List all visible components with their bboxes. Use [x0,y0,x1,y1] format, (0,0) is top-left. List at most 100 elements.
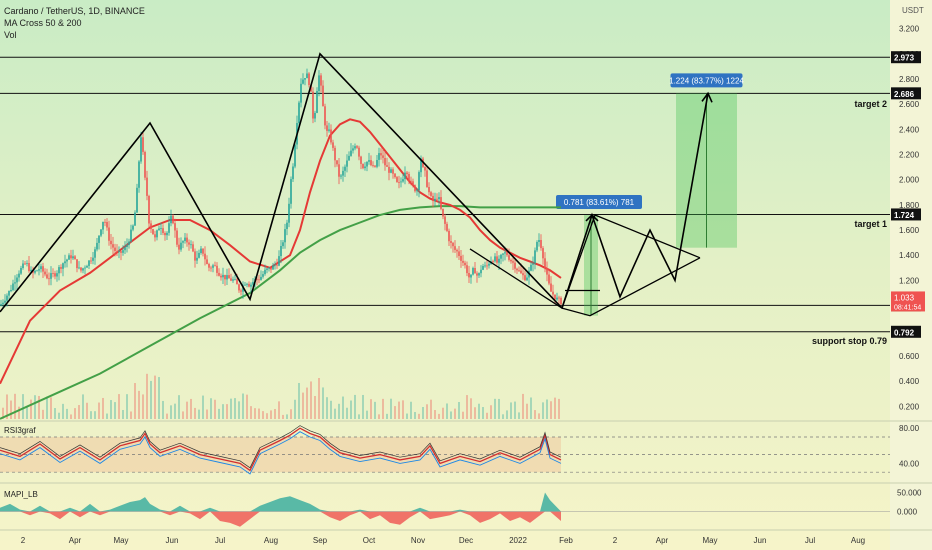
candle-body [386,165,388,167]
candle-body [212,265,214,268]
candle-body [370,160,372,166]
candle-body [206,259,208,264]
candle-body [550,283,552,292]
volume-bar [274,408,276,419]
candle-countdown: 08:41:54 [894,304,921,311]
candle-body [140,137,142,162]
zigzag-pattern [0,52,563,313]
time-tick-label: Nov [411,536,425,545]
volume-bar [302,392,304,419]
candle-body [414,185,416,192]
volume-bar [554,397,556,419]
candle-body [130,229,132,242]
candle-body [496,256,498,263]
candle-body [80,267,82,271]
candle-body [474,268,476,274]
candle-body [458,251,460,256]
candle-body [24,263,26,265]
volume-indicator-label[interactable]: Vol [4,30,17,40]
candle-body [174,223,176,231]
time-tick-label: Jun [754,536,767,545]
candle-body [54,273,56,277]
wedge-lower-line [561,257,701,317]
candle-body [484,265,486,267]
candle-body [226,275,228,280]
candle-body [198,252,200,258]
target-arrow-head [701,91,713,103]
volume-bar [210,398,212,419]
candle-body [552,291,554,295]
time-tick-label: Feb [559,536,573,545]
volume-bar [74,408,76,419]
volume-bar [266,413,268,419]
candle-body [498,258,500,263]
volume-bar [254,408,256,419]
volume-bar [514,401,516,419]
candle-body [384,158,386,166]
candle-body [276,264,278,266]
candle-body [132,225,134,230]
candle-body [350,150,352,156]
candle-body [168,223,170,233]
candle-body [346,160,348,167]
volume-bar [298,382,300,419]
price-tick-label: 2.600 [899,100,920,109]
volume-bar [318,378,320,419]
volume-bar [410,401,412,419]
ma200-line [0,205,561,420]
candle-body [284,229,286,243]
candle-body [318,75,320,91]
volume-bar [354,394,356,419]
volume-bar [154,375,156,419]
candle-body [210,267,212,269]
rsi-line-blue [0,431,562,475]
candle-body [320,75,322,86]
time-axis: 2 Apr May Jun Jul Aug Sep Oct Nov Dec 2022 Feb 2 Apr M… [21,536,865,545]
candle-body [8,291,10,296]
candle-body [126,245,128,247]
level-price-tag [891,87,921,100]
volume-bar [258,408,260,419]
candle-body [516,268,518,271]
volume-bar [534,410,536,419]
volume-bar [118,394,120,419]
candle-body [378,153,380,160]
volume-bar [486,412,488,419]
candle-body [412,181,414,186]
volume-bar [522,393,524,419]
volume-bar [102,397,104,419]
volume-bar [238,401,240,419]
candle-body [50,273,52,279]
volume-bar [474,407,476,419]
candle-body [258,279,260,281]
volume-bar [330,400,332,419]
candle-body [172,215,174,224]
rsi-line-dark [0,425,562,469]
candle-body [540,240,542,249]
candle-body [170,215,172,224]
time-tick-label: Sep [313,536,328,545]
volume-bar [226,404,228,419]
candle-body [62,263,64,269]
candle-body [94,249,96,258]
volume-bar [466,395,468,419]
time-tick-label: Oct [363,536,376,545]
volume-bar [38,395,40,419]
volume-bar [222,404,224,419]
volume-bar [94,411,96,419]
candle-body [408,174,410,181]
ma-cross-indicator-label[interactable]: MA Cross 50 & 200 [4,18,82,28]
volume-bar [370,399,372,419]
volume-bar [322,387,324,419]
candle-body [328,129,330,131]
candle-body [438,197,440,200]
candle-body [382,155,384,158]
volume-bar [202,395,204,419]
candle-body [326,125,328,131]
candle-body [196,257,198,261]
candle-body [436,198,438,200]
candle-body [324,106,326,126]
candle-body [542,248,544,259]
measure-label-box [556,194,642,209]
